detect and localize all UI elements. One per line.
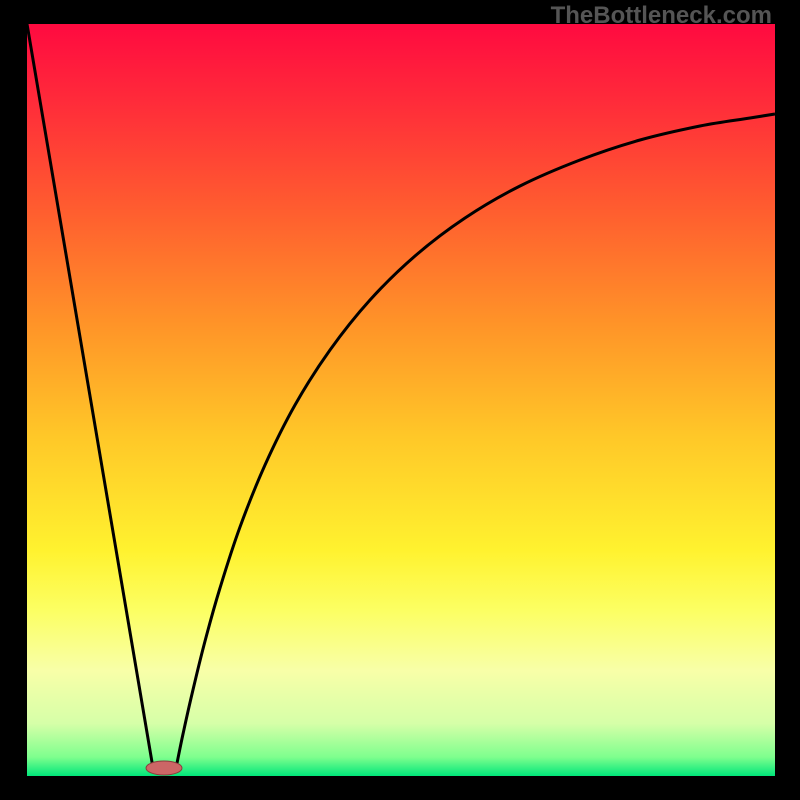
- watermark-text: TheBottleneck.com: [551, 2, 772, 30]
- right-curve: [176, 114, 775, 768]
- curves-layer: [0, 0, 800, 800]
- left-line: [27, 24, 153, 768]
- bottleneck-marker: [146, 761, 182, 775]
- plot-area: [27, 24, 775, 776]
- chart-container: TheBottleneck.com: [0, 0, 800, 800]
